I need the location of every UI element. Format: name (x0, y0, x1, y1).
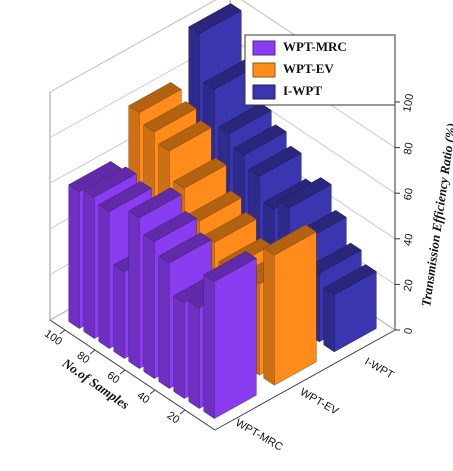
bar-front (274, 231, 317, 386)
bar-side (98, 204, 110, 349)
x-tick (149, 389, 156, 395)
x-tick (59, 329, 66, 335)
bar-side (263, 247, 275, 386)
bar-side (188, 300, 200, 409)
bar-side (83, 189, 95, 339)
x-tick (119, 369, 126, 375)
legend-swatch (252, 84, 276, 100)
x-axis-label: No.of Samples (59, 355, 132, 413)
y-tick-label: 100 (401, 93, 416, 113)
bar-front (214, 257, 257, 419)
legend-label: WPT-EV (283, 61, 334, 76)
bar (263, 224, 317, 386)
y-tick-label: 40 (402, 233, 416, 247)
bar-side (143, 234, 155, 379)
y-tick-label: 80 (402, 142, 416, 156)
legend-swatch (252, 40, 276, 56)
x-tick (179, 409, 186, 415)
x-tick-label: 100 (42, 328, 64, 348)
bar-side (323, 287, 335, 353)
x-tick-label: 40 (135, 389, 152, 406)
category-label: I-WPT (363, 356, 396, 382)
bar-side (68, 184, 80, 329)
category-label: WPT-EV (298, 386, 341, 418)
category-label: WPT-MRC (233, 417, 285, 454)
bar-side (203, 274, 215, 419)
y-axis-label: Transmission Efficiency Ratio (%) (418, 122, 453, 308)
y-tick-label: 60 (402, 187, 416, 201)
x-tick (89, 349, 96, 355)
y-tick-label: 20 (402, 278, 416, 292)
legend-label: I-WPT (283, 83, 322, 98)
y-tick-label: 0 (402, 327, 415, 335)
legend-swatch (252, 62, 276, 78)
bar-side (113, 264, 125, 359)
bar-front (334, 271, 377, 353)
bar-side (173, 295, 185, 399)
bar (323, 264, 377, 353)
bar (203, 251, 257, 419)
x-tick-label: 20 (165, 409, 182, 426)
bar-side (128, 210, 140, 369)
x-tick-label: 80 (75, 349, 92, 366)
bar-side (158, 255, 170, 389)
legend-label: WPT-MRC (283, 39, 347, 54)
x-tick-label: 60 (105, 369, 122, 386)
legend: WPT-MRC WPT-EV I-WPT (244, 34, 396, 106)
